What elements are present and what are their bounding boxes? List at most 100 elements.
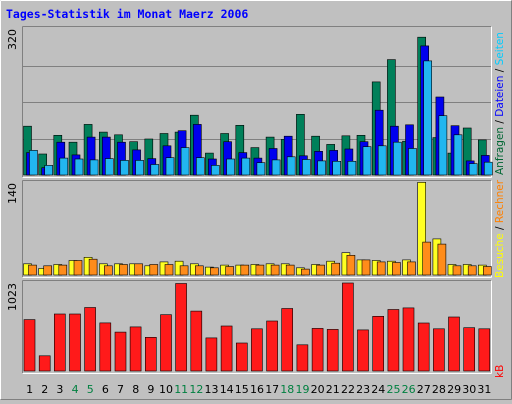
x-tick-label: 5 <box>87 383 94 396</box>
bar-kb-day-8 <box>129 326 142 372</box>
x-tick-label: 2 <box>41 383 48 396</box>
bar-rechner-day-20 <box>316 264 325 276</box>
bar-rechner-day-29 <box>452 265 462 276</box>
bar-seiten-day-28 <box>438 115 448 176</box>
bar-kb-day-9 <box>145 336 157 372</box>
bar-kb-day-16 <box>251 328 263 372</box>
bar-seiten-day-12 <box>196 157 205 176</box>
bar-kb-day-31 <box>478 328 491 372</box>
bar-kb-day-7 <box>114 331 127 372</box>
x-tick-label: 4 <box>72 383 79 396</box>
bar-kb-day-27 <box>417 322 430 372</box>
bar-seiten-day-5 <box>89 159 99 176</box>
x-tick-label: 20 <box>311 383 325 396</box>
bar-rechner-day-23 <box>361 259 371 276</box>
bar-rechner-day-26 <box>407 261 416 276</box>
bar-seiten-day-20 <box>317 160 326 176</box>
bar-seiten-day-24 <box>377 145 387 176</box>
bar-kb-day-4 <box>69 313 81 372</box>
bar-seiten-day-21 <box>332 161 342 176</box>
bar-rechner-day-8 <box>134 263 143 276</box>
bar-seiten-day-26 <box>408 148 417 176</box>
panel-3-legend: kB <box>494 365 506 378</box>
bar-rechner-day-28 <box>437 243 447 276</box>
x-tick-label: 10 <box>159 383 173 396</box>
bar-seiten-day-25 <box>393 141 402 176</box>
bar-kb-day-14 <box>220 325 233 372</box>
x-tick-label: 31 <box>477 383 491 396</box>
bar-seiten-day-3 <box>59 157 69 176</box>
x-tick-label: 1 <box>26 383 33 396</box>
x-tick-label: 28 <box>432 383 446 396</box>
bar-kb-day-2 <box>38 355 51 372</box>
bar-kb-day-24 <box>372 315 385 372</box>
bar-kb-day-1 <box>23 319 36 372</box>
chart-title: Tages-Statistik im Monat Maerz 2006 <box>6 7 248 21</box>
bar-kb-day-10 <box>160 314 172 372</box>
bar-kb-day-18 <box>281 308 294 372</box>
bar-seiten-day-17 <box>271 159 281 176</box>
panel-3-max-label: 1023 <box>6 283 19 311</box>
bar-rechner-day-21 <box>331 262 341 276</box>
legend-rechner: Rechner <box>494 179 506 223</box>
panel-2-legend: Besuche / Rechner <box>494 179 506 278</box>
bar-kb-day-19 <box>296 344 309 372</box>
bar-rechner-day-15 <box>240 264 250 276</box>
bar-kb-day-13 <box>205 337 218 372</box>
bar-kb-day-15 <box>236 342 248 372</box>
bar-kb-day-17 <box>266 320 278 372</box>
x-tick-label: 6 <box>102 383 109 396</box>
bar-rechner-day-19 <box>301 268 310 276</box>
bar-besuche-day-27 <box>417 182 427 276</box>
bar-rechner-day-11 <box>179 265 189 276</box>
bar-seiten-day-11 <box>180 147 190 176</box>
bar-rechner-day-17 <box>270 264 280 276</box>
bar-rechner-day-14 <box>225 266 234 276</box>
bar-rechner-day-3 <box>58 264 68 276</box>
legend-kb: kB <box>494 365 506 378</box>
bar-kb-day-25 <box>387 309 400 372</box>
bar-kb-day-21 <box>326 329 339 372</box>
bar-seiten-day-7 <box>120 160 129 176</box>
x-tick-label: 26 <box>402 383 416 396</box>
bar-seiten-day-1 <box>29 150 38 176</box>
bar-kb-day-6 <box>99 322 112 372</box>
bar-rechner-day-27 <box>422 241 432 276</box>
bar-seiten-day-13 <box>211 165 220 176</box>
bar-seiten-day-29 <box>453 134 463 176</box>
bar-seiten-day-10 <box>165 157 175 176</box>
bar-kb-day-22 <box>342 282 354 372</box>
bar-kb-day-23 <box>357 329 369 372</box>
x-tick-label: 8 <box>132 383 139 396</box>
x-tick-label: 13 <box>205 383 219 396</box>
x-tick-label: 30 <box>462 383 476 396</box>
x-tick-label: 17 <box>265 383 279 396</box>
x-tick-label: 18 <box>280 383 294 396</box>
x-tick-label: 12 <box>189 383 203 396</box>
bar-rechner-day-13 <box>210 267 219 276</box>
legend-anfragen: Anfragen <box>494 127 506 175</box>
panel-3: 1023 <box>6 280 492 374</box>
panel-2: 140 <box>6 180 492 278</box>
legend-dateien: Dateien <box>494 76 506 117</box>
bar-rechner-day-22 <box>346 255 356 276</box>
bar-seiten-day-4 <box>74 158 84 176</box>
bar-kb-day-29 <box>448 316 460 372</box>
bar-rechner-day-16 <box>255 264 265 276</box>
bar-seiten-day-16 <box>256 162 266 176</box>
bar-seiten-day-31 <box>483 161 493 176</box>
legend-seiten: Seiten <box>494 32 506 65</box>
bar-rechner-day-4 <box>73 260 83 276</box>
bar-kb-day-3 <box>53 313 66 372</box>
bar-rechner-day-7 <box>119 264 128 276</box>
panel-1-legend: Anfragen / Dateien / Seiten <box>494 32 506 175</box>
bar-seiten-day-15 <box>241 157 251 176</box>
bar-rechner-day-18 <box>285 264 295 276</box>
bar-rechner-day-5 <box>88 258 98 276</box>
x-tick-label: 16 <box>250 383 264 396</box>
panel-1: 320 <box>6 26 493 178</box>
x-tick-label: 9 <box>147 383 154 396</box>
x-tick-label: 23 <box>356 383 370 396</box>
x-tick-label: 15 <box>235 383 249 396</box>
